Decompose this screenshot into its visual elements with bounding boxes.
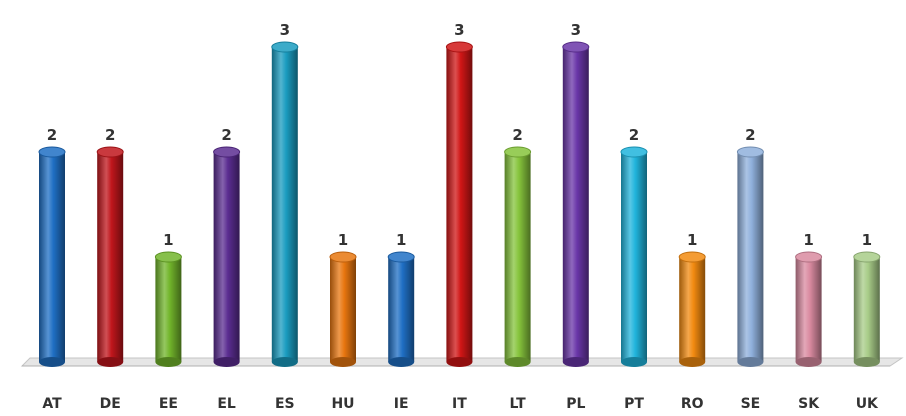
bar-lt bbox=[504, 146, 532, 367]
value-label-ee: 1 bbox=[163, 231, 173, 249]
category-label-it: IT bbox=[452, 396, 467, 412]
category-label-pt: PT bbox=[624, 396, 644, 412]
value-label-pt: 2 bbox=[629, 126, 639, 144]
bars-group bbox=[38, 41, 881, 367]
category-label-lt: LT bbox=[510, 396, 527, 412]
bar-el bbox=[213, 146, 241, 367]
category-labels-group: AT DE EE EL ES HU IE IT LT PL PT RO SE SK UK bbox=[42, 396, 879, 412]
value-label-es: 3 bbox=[280, 21, 290, 39]
category-label-pl: PL bbox=[566, 396, 585, 412]
bar-sk bbox=[795, 251, 823, 367]
bar-at bbox=[38, 146, 66, 367]
value-label-uk: 1 bbox=[862, 231, 872, 249]
bar-uk bbox=[853, 251, 881, 367]
bar-pt bbox=[620, 146, 648, 367]
value-label-hu: 1 bbox=[338, 231, 348, 249]
category-label-hu: HU bbox=[331, 396, 354, 412]
bar-pl bbox=[562, 41, 590, 367]
value-label-de: 2 bbox=[105, 126, 115, 144]
bar-ee bbox=[154, 251, 182, 367]
value-label-pl: 3 bbox=[571, 21, 581, 39]
bar-se bbox=[736, 146, 764, 367]
category-label-el: EL bbox=[217, 396, 236, 412]
bar-de bbox=[96, 146, 124, 367]
category-label-ie: IE bbox=[394, 396, 409, 412]
value-labels-group: 2 2 1 2 3 1 1 3 2 3 2 1 2 1 1 bbox=[47, 21, 872, 249]
bar-es bbox=[271, 41, 299, 367]
bar-ro bbox=[678, 251, 706, 367]
value-label-sk: 1 bbox=[803, 231, 813, 249]
value-label-it: 3 bbox=[454, 21, 464, 39]
category-label-de: DE bbox=[100, 396, 121, 412]
value-label-ie: 1 bbox=[396, 231, 406, 249]
category-label-es: ES bbox=[275, 396, 295, 412]
category-label-at: AT bbox=[42, 396, 62, 412]
value-label-el: 2 bbox=[221, 126, 231, 144]
category-label-se: SE bbox=[741, 396, 761, 412]
value-label-ro: 1 bbox=[687, 231, 697, 249]
value-label-se: 2 bbox=[745, 126, 755, 144]
category-label-ee: EE bbox=[159, 396, 178, 412]
bar-ie bbox=[387, 251, 415, 367]
category-label-uk: UK bbox=[856, 396, 879, 412]
value-label-at: 2 bbox=[47, 126, 57, 144]
bar-it bbox=[445, 41, 473, 367]
bar-hu bbox=[329, 251, 357, 367]
category-label-ro: RO bbox=[681, 396, 704, 412]
value-label-lt: 2 bbox=[512, 126, 522, 144]
category-label-sk: SK bbox=[798, 396, 820, 412]
